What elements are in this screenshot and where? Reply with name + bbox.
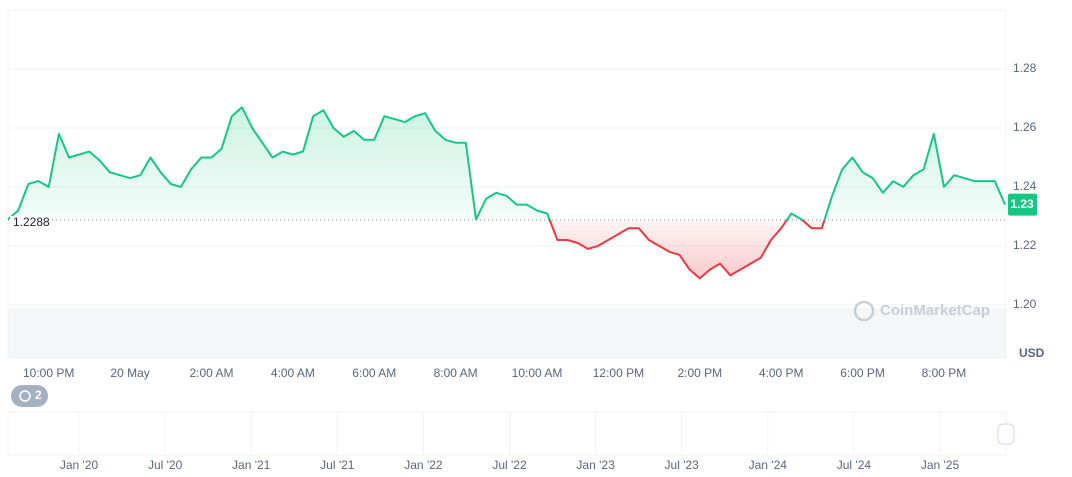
y-tick-label: 1.24: [1013, 179, 1037, 193]
x-tick-label: 10:00 AM: [512, 366, 563, 380]
watermark: CoinMarketCap: [853, 300, 990, 322]
navigator-frame: [7, 411, 1007, 456]
x-tick-label: 12:00 PM: [593, 366, 644, 380]
x-tick-label: 4:00 AM: [271, 366, 315, 380]
navigator-handle[interactable]: [997, 423, 1015, 445]
navigator-label: Jul '23: [665, 458, 700, 472]
x-tick-label: 6:00 AM: [352, 366, 396, 380]
y-tick-label: 1.28: [1013, 61, 1037, 75]
navigator-label: Jan '23: [576, 458, 615, 472]
baseline-label: 1.2288: [13, 215, 50, 229]
navigator-label: Jul '20: [148, 458, 183, 472]
y-tick-label: 1.20: [1013, 297, 1037, 311]
current-price-label: 1.23: [1010, 197, 1034, 211]
navigator-label: Jan '24: [749, 458, 788, 472]
price-line: [7, 106, 1006, 280]
x-tick-label: 10:00 PM: [23, 366, 74, 380]
price-area: [8, 107, 1005, 279]
navigator-label: Jul '21: [320, 458, 355, 472]
y-unit: USD: [1019, 346, 1045, 360]
badge-count: 2: [35, 388, 42, 402]
navigator-label: Jan '21: [232, 458, 271, 472]
navigator-label: Jul '22: [492, 458, 527, 472]
volume-band: [8, 308, 1006, 358]
x-tick-label: 20 May: [110, 366, 149, 380]
navigator-label: Jan '25: [921, 458, 960, 472]
navigator-label: Jul '24: [837, 458, 872, 472]
navigator-label: Jan '20: [60, 458, 99, 472]
current-price-badge: [1008, 193, 1037, 216]
watermark-text: CoinMarketCap: [880, 302, 990, 319]
y-tick-label: 1.22: [1013, 238, 1037, 252]
x-tick-label: 2:00 PM: [677, 366, 722, 380]
navigator-label: Jan '22: [404, 458, 443, 472]
x-tick-label: 6:00 PM: [840, 366, 885, 380]
y-tick-label: 1.26: [1013, 120, 1037, 134]
x-tick-label: 4:00 PM: [759, 366, 804, 380]
baseline-label-bg: [10, 215, 52, 230]
x-tick-label: 2:00 AM: [189, 366, 233, 380]
badge-icon: [19, 390, 31, 402]
badge[interactable]: 2: [11, 385, 48, 407]
x-tick-label: 8:00 AM: [434, 366, 478, 380]
x-tick-label: 8:00 PM: [922, 366, 967, 380]
